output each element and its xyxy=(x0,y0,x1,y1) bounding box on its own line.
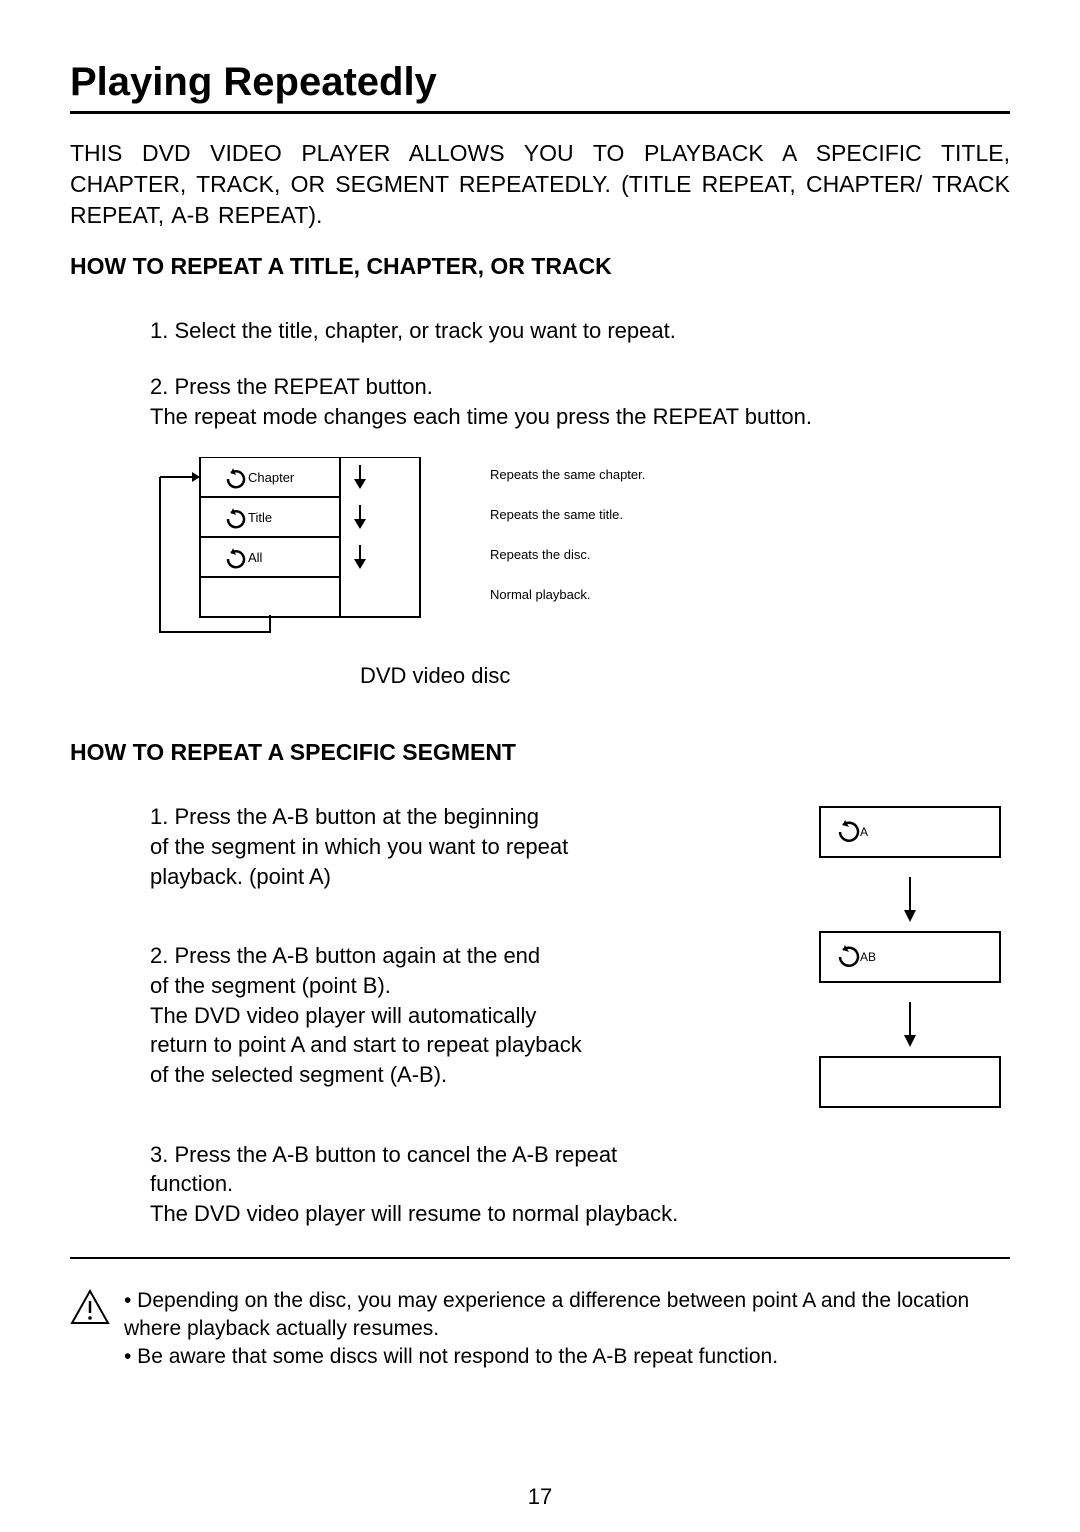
section1-heading: HOW TO REPEAT A TITLE, CHAPTER, OR TRACK xyxy=(70,253,1010,280)
svg-text:Repeats the disc.: Repeats the disc. xyxy=(490,547,590,562)
section1-step2: 2. Press the REPEAT button. The repeat m… xyxy=(150,372,1010,431)
svg-text:Repeats the same chapter.: Repeats the same chapter. xyxy=(490,467,645,482)
section1-step1: 1. Select the title, chapter, or track y… xyxy=(150,316,1010,346)
divider xyxy=(70,1257,1010,1259)
svg-text:Title: Title xyxy=(248,510,272,525)
diagram-caption: DVD video disc xyxy=(360,663,1010,689)
step-text: 1. Select the title, chapter, or track y… xyxy=(150,316,1010,346)
page-number: 17 xyxy=(0,1484,1080,1510)
segment-step3: 3. Press the A-B button to cancel the A-… xyxy=(150,1140,750,1229)
svg-text:AB: AB xyxy=(860,950,876,964)
section2-heading: HOW TO REPEAT A SPECIFIC SEGMENT xyxy=(70,739,1010,766)
intro-paragraph: THIS DVD VIDEO PLAYER ALLOWS YOU TO PLAY… xyxy=(70,138,1010,231)
segment-step2: 2. Press the A-B button again at the end… xyxy=(150,941,750,1089)
step-text: The repeat mode changes each time you pr… xyxy=(150,402,1010,432)
repeat-mode-diagram: Chapter Title All Repeats the same chapter… xyxy=(150,457,1010,689)
page-title: Playing Repeatedly xyxy=(70,60,1010,114)
ab-diagram: A AB xyxy=(810,802,1010,1137)
footnote-1: • Depending on the disc, you may experie… xyxy=(124,1287,1010,1344)
segment-steps: 1. Press the A-B button at the beginning… xyxy=(150,802,750,1239)
warning-icon xyxy=(70,1287,110,1372)
svg-text:Repeats the same title.: Repeats the same title. xyxy=(490,507,623,522)
svg-text:A: A xyxy=(860,825,868,839)
step-text: 2. Press the REPEAT button. xyxy=(150,372,1010,402)
svg-text:All: All xyxy=(248,550,263,565)
svg-text:Chapter: Chapter xyxy=(248,470,295,485)
svg-text:Normal playback.: Normal playback. xyxy=(490,587,590,602)
footnotes: • Depending on the disc, you may experie… xyxy=(70,1287,1010,1372)
segment-step1: 1. Press the A-B button at the beginning… xyxy=(150,802,750,891)
footnote-2: • Be aware that some discs will not resp… xyxy=(124,1343,1010,1371)
